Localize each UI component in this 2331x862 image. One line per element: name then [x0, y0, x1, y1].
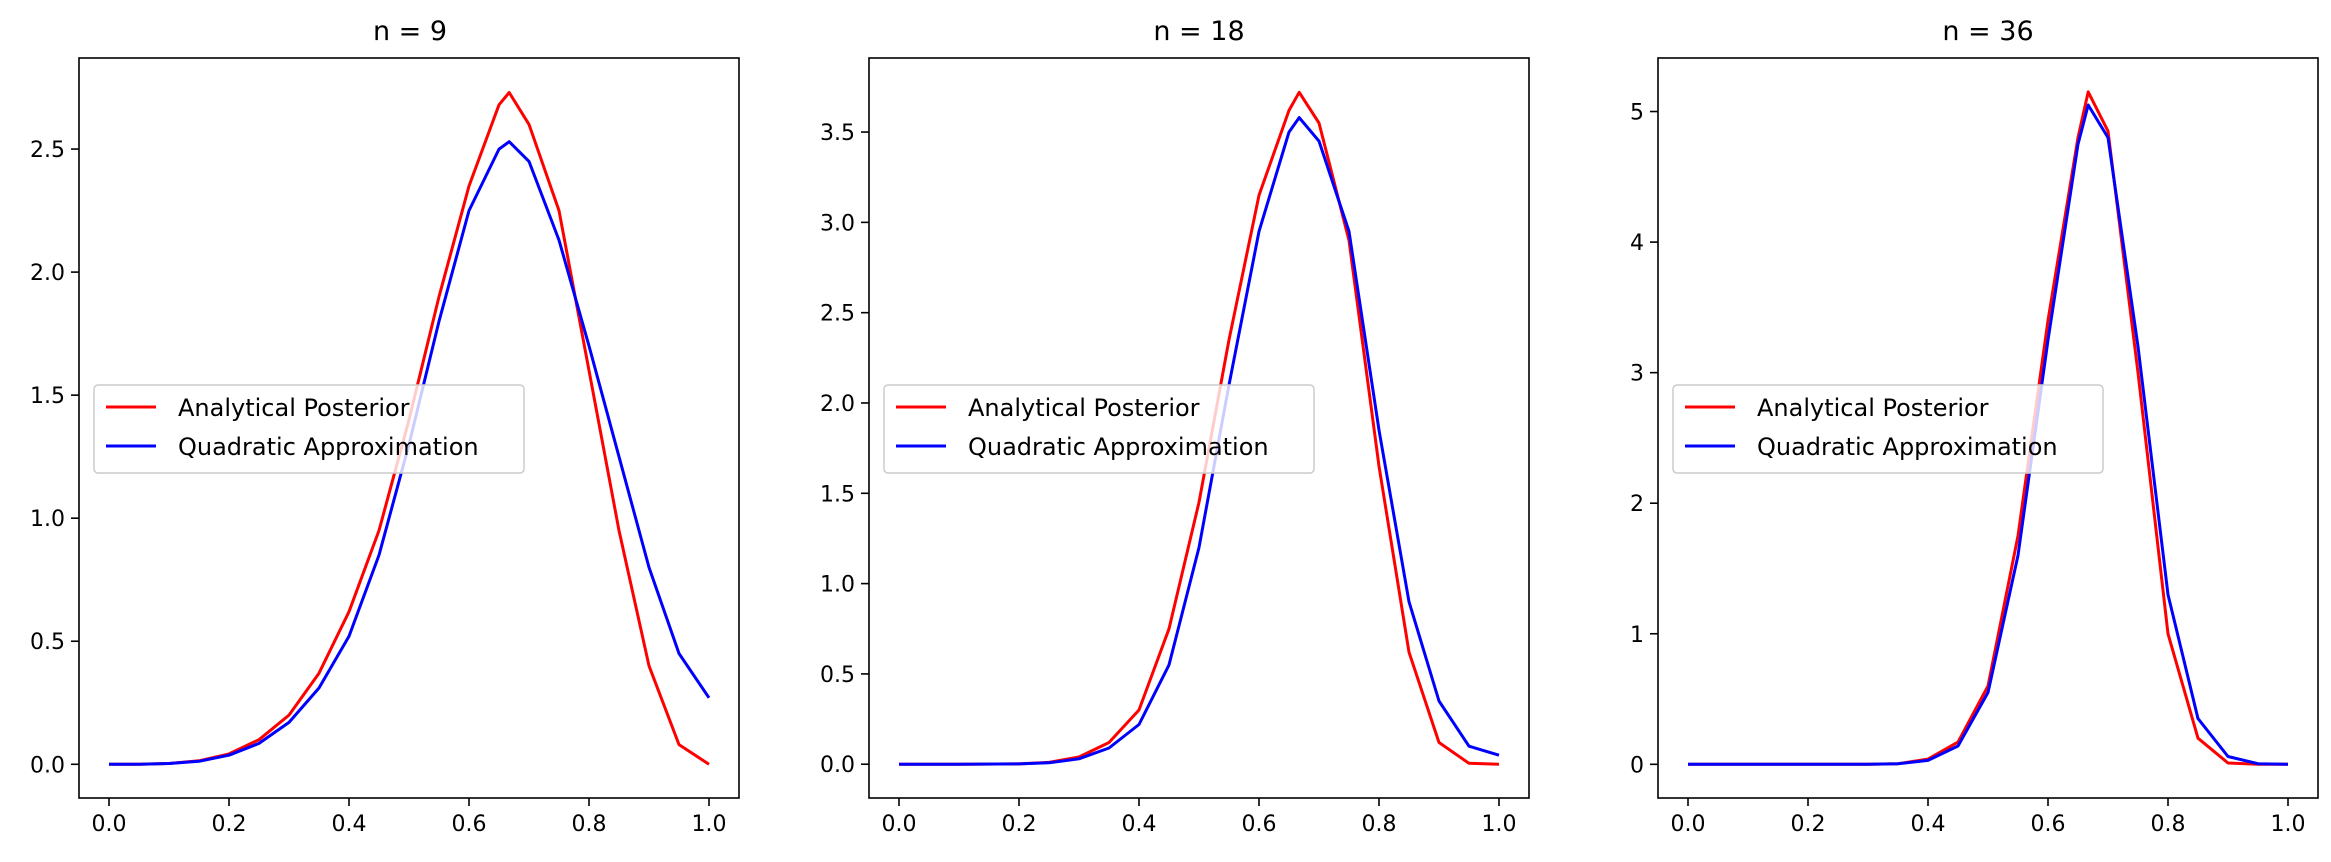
y-tick-label: 1 — [1630, 623, 1644, 648]
axis-ticks: 0.0 0.2 0.4 0.6 0.8 1.0 0.0 0.5 1.0 1.5 2.0 2.5 — [30, 138, 727, 837]
y-tick-label: 2 — [1630, 492, 1644, 517]
x-tick-label: 0.4 — [1911, 812, 1946, 837]
subplot-title: n = 9 — [373, 16, 447, 47]
y-tick-label: 3.0 — [820, 211, 855, 236]
x-tick-label: 0.8 — [572, 812, 607, 837]
legend-label-quadratic: Quadratic Approximation — [1757, 433, 2058, 461]
subplot-n9: n = 9 0.0 0.2 0.4 0.6 0.8 1.0 0.0 0.5 1.0 1.5 2.0 2… — [30, 16, 740, 837]
subplot-n36: n = 36 0.0 0.2 0.4 0.6 0.8 1.0 0 1 2 3 4 5 Analytic… — [1630, 16, 2319, 837]
legend-box — [1672, 384, 2104, 474]
axes-frame — [78, 57, 740, 799]
x-tick-label: 0.2 — [1002, 812, 1037, 837]
plot-lines — [899, 90, 1500, 766]
y-tick-label: 4 — [1630, 231, 1644, 256]
x-tick-label: 0.0 — [882, 812, 917, 837]
axes-frame — [868, 57, 1530, 799]
x-tick-label: 0.0 — [1671, 812, 1706, 837]
x-tick-label: 0.4 — [332, 812, 367, 837]
legend: Analytical Posterior Quadratic Approxima… — [1672, 384, 2104, 474]
legend-label-quadratic: Quadratic Approximation — [968, 433, 1269, 461]
x-tick-label: 0.8 — [2151, 812, 2186, 837]
x-tick-label: 0.2 — [1791, 812, 1826, 837]
x-tick-label: 1.0 — [1482, 812, 1517, 837]
y-tick-label: 3 — [1630, 362, 1644, 387]
y-tick-label: 1.5 — [820, 482, 855, 507]
axes-frame — [1657, 57, 2319, 799]
x-tick-label: 0.2 — [212, 812, 247, 837]
y-tick-label: 0.0 — [30, 753, 65, 778]
x-tick-label: 0.4 — [1122, 812, 1157, 837]
x-tick-label: 0.6 — [1242, 812, 1277, 837]
y-tick-label: 1.0 — [820, 573, 855, 598]
legend-label-analytical: Analytical Posterior — [968, 394, 1200, 422]
x-tick-label: 1.0 — [2271, 812, 2306, 837]
quadratic-approximation-line — [1688, 103, 2289, 766]
legend: Analytical Posterior Quadratic Approxima… — [883, 384, 1315, 474]
legend-label-quadratic: Quadratic Approximation — [178, 433, 479, 461]
plot-lines — [109, 91, 711, 766]
y-tick-label: 2.0 — [820, 392, 855, 417]
legend-box — [93, 384, 525, 474]
quadratic-approximation-line — [899, 116, 1500, 766]
x-tick-label: 1.0 — [692, 812, 727, 837]
subplot-title: n = 36 — [1942, 16, 2033, 47]
y-tick-label: 1.0 — [30, 507, 65, 532]
y-tick-label: 3.5 — [820, 121, 855, 146]
y-tick-label: 2.5 — [820, 302, 855, 327]
legend-label-analytical: Analytical Posterior — [1757, 394, 1989, 422]
x-tick-label: 0.6 — [452, 812, 487, 837]
legend-label-analytical: Analytical Posterior — [178, 394, 410, 422]
y-tick-label: 0.0 — [820, 753, 855, 778]
y-tick-label: 0.5 — [30, 630, 65, 655]
y-tick-label: 2.5 — [30, 138, 65, 163]
axis-ticks: 0.0 0.2 0.4 0.6 0.8 1.0 0 1 2 3 4 5 — [1630, 101, 2306, 837]
legend-box — [883, 384, 1315, 474]
legend: Analytical Posterior Quadratic Approxima… — [93, 384, 525, 474]
plot-lines — [1688, 90, 2289, 766]
subplot-n18: n = 18 0.0 0.2 0.4 0.6 0.8 1.0 0.0 0.5 1.0 1.5 2.0… — [820, 16, 1530, 837]
subplot-title: n = 18 — [1153, 16, 1244, 47]
quadratic-approximation-line — [109, 140, 711, 766]
x-tick-label: 0.6 — [2031, 812, 2066, 837]
y-tick-label: 0.5 — [820, 663, 855, 688]
x-tick-label: 0.8 — [1362, 812, 1397, 837]
x-tick-label: 0.0 — [92, 812, 127, 837]
y-tick-label: 5 — [1630, 101, 1644, 126]
y-tick-label: 0 — [1630, 753, 1644, 778]
y-tick-label: 1.5 — [30, 384, 65, 409]
axis-ticks: 0.0 0.2 0.4 0.6 0.8 1.0 0.0 0.5 1.0 1.5 2.0 2.5 3.0 3… — [820, 121, 1517, 837]
y-tick-label: 2.0 — [30, 261, 65, 286]
